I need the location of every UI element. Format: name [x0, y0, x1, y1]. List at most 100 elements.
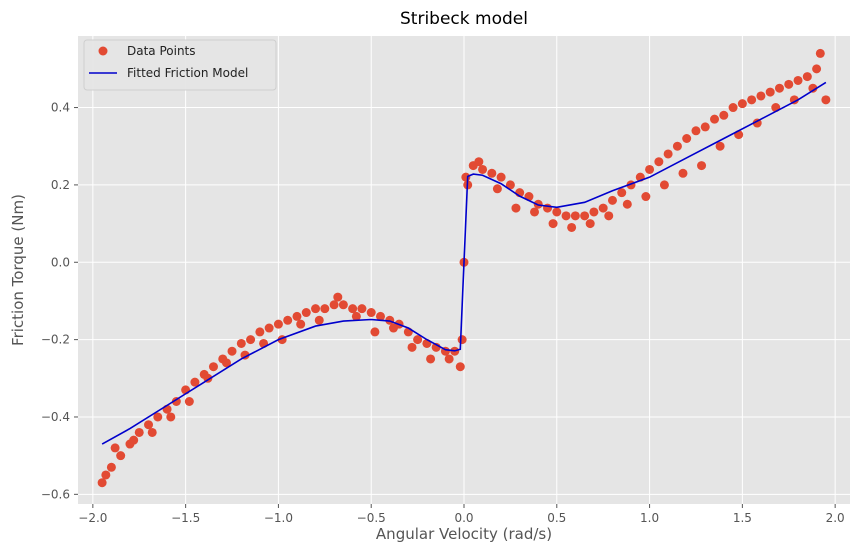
data-point — [314, 315, 324, 325]
x-tick-label: 0.0 — [454, 511, 473, 525]
data-point — [774, 83, 784, 93]
data-point — [645, 164, 655, 174]
data-point — [478, 164, 488, 174]
x-tick-label: 1.0 — [640, 511, 659, 525]
data-point — [567, 222, 577, 232]
x-ticks: −2.0 −1.5 −1.0 −0.5 0.0 0.5 1.0 1.5 2.0 — [78, 504, 845, 525]
data-point — [255, 327, 265, 337]
data-point — [426, 354, 436, 364]
data-point — [654, 157, 664, 167]
data-point — [604, 211, 614, 221]
data-point — [97, 478, 107, 488]
data-point — [719, 110, 729, 120]
data-point — [728, 103, 738, 113]
data-point — [617, 188, 627, 198]
data-point — [747, 95, 757, 105]
data-point — [283, 315, 293, 325]
data-point — [320, 304, 330, 314]
data-point — [793, 75, 803, 85]
data-point — [388, 323, 398, 333]
data-point — [208, 362, 218, 372]
y-ticks: −0.6 −0.4 −0.2 0.0 0.2 0.4 — [41, 101, 78, 501]
data-point — [700, 122, 710, 132]
legend: Data Points Fitted Friction Model — [83, 39, 277, 91]
x-tick-label: 0.5 — [547, 511, 566, 525]
data-point — [407, 342, 417, 352]
data-point — [622, 199, 632, 209]
legend-label-fitted-line: Fitted Friction Model — [127, 66, 248, 80]
data-point — [561, 211, 571, 221]
data-point — [457, 335, 467, 345]
y-tick-label: 0.0 — [51, 255, 70, 269]
data-point — [548, 219, 558, 229]
data-point — [311, 304, 321, 314]
x-tick-label: −2.0 — [78, 511, 107, 525]
data-point — [221, 358, 231, 368]
data-point — [663, 149, 673, 159]
data-point — [580, 211, 590, 221]
data-point — [815, 48, 825, 58]
data-point — [246, 335, 256, 345]
data-point — [116, 451, 126, 461]
data-point — [292, 311, 302, 321]
y-tick-label: −0.4 — [41, 410, 70, 424]
data-point — [338, 300, 348, 310]
data-point — [153, 412, 163, 422]
x-tick-label: −1.0 — [264, 511, 293, 525]
data-point — [812, 64, 822, 74]
data-point — [496, 172, 506, 182]
data-point — [129, 435, 139, 445]
chart-title: Stribeck model — [400, 9, 528, 29]
data-point — [184, 397, 194, 407]
data-point — [171, 397, 181, 407]
data-point — [190, 377, 200, 387]
data-point — [598, 203, 608, 213]
legend-marker-data-points — [98, 46, 108, 56]
data-point — [144, 420, 154, 430]
data-point — [802, 72, 812, 82]
legend-label-data-points: Data Points — [127, 44, 196, 58]
y-axis-label: Friction Torque (Nm) — [9, 194, 27, 346]
data-point — [784, 79, 794, 89]
data-point — [366, 308, 376, 318]
data-point — [492, 184, 502, 194]
data-point — [756, 91, 766, 101]
data-point — [552, 207, 562, 217]
data-point — [678, 168, 688, 178]
y-tick-label: 0.2 — [51, 178, 70, 192]
data-point — [227, 346, 237, 356]
data-point — [351, 311, 361, 321]
data-point — [487, 168, 497, 178]
data-point — [166, 412, 176, 422]
data-point — [333, 292, 343, 302]
data-point — [461, 172, 471, 182]
data-point — [682, 133, 692, 143]
data-point — [530, 207, 540, 217]
y-tick-label: −0.6 — [41, 487, 70, 501]
fitted-friction-model-line — [101, 81, 827, 445]
data-point — [375, 311, 385, 321]
data-point — [296, 319, 306, 329]
legend-box — [83, 39, 277, 91]
data-point — [455, 362, 465, 372]
x-tick-label: 1.5 — [733, 511, 752, 525]
data-point — [413, 335, 423, 345]
data-point — [301, 308, 311, 318]
data-point — [659, 180, 669, 190]
data-point — [444, 354, 454, 364]
data-point — [570, 211, 580, 221]
y-tick-label: 0.4 — [51, 101, 70, 115]
data-point — [273, 319, 283, 329]
data-point — [329, 300, 339, 310]
x-tick-label: −0.5 — [357, 511, 386, 525]
data-point — [691, 126, 701, 136]
data-point — [474, 157, 484, 167]
x-axis-label: Angular Velocity (rad/s) — [376, 525, 552, 543]
data-point — [697, 161, 707, 171]
data-point — [808, 83, 818, 93]
data-point — [585, 219, 595, 229]
fitted-line-layer — [101, 81, 827, 445]
data-point — [589, 207, 599, 217]
data-point — [737, 99, 747, 109]
